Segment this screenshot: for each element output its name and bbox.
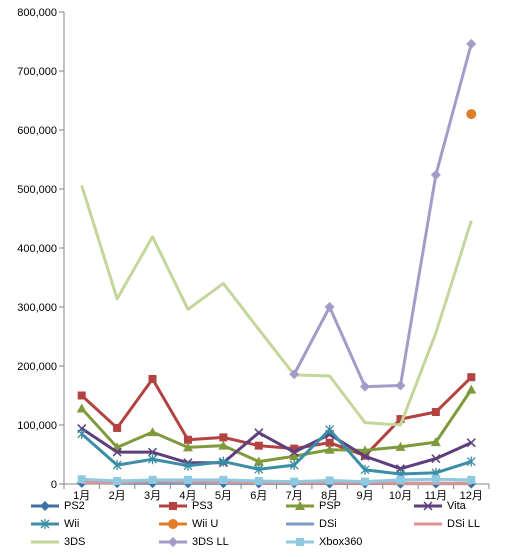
x-tick-label: 8月 [321, 490, 338, 502]
data-point-psp [289, 451, 300, 461]
data-point-wii-u [466, 109, 477, 120]
data-point-wii [183, 460, 193, 471]
data-point-wii [289, 460, 299, 471]
data-point-3ds-ll [289, 369, 300, 380]
y-tick-label: 300,000 [17, 302, 57, 314]
data-point-ps3 [219, 433, 228, 442]
chart-axes: 0 100,000 200,000 300,000 400,000 500,000 600,… [17, 7, 490, 502]
y-tick-label: 500,000 [17, 184, 57, 196]
chart-series [76, 38, 477, 489]
data-point-3ds-ll [324, 302, 335, 312]
y-tick-label: 200,000 [17, 361, 57, 373]
data-point-psp [182, 442, 193, 452]
data-point-ps3 [77, 391, 86, 400]
data-point-ps3 [431, 408, 440, 417]
data-point-wii [112, 460, 122, 471]
x-tick-label: 9月 [356, 490, 373, 502]
data-point-wii [148, 454, 158, 465]
data-point-xbox360 [361, 477, 370, 486]
series-3ds-ll [289, 38, 477, 392]
data-point-ps3 [113, 423, 122, 432]
data-point-xbox360 [219, 475, 228, 484]
data-point-xbox360 [325, 476, 334, 485]
series-psp [76, 384, 477, 466]
data-point-vita [360, 451, 370, 461]
y-tick-label: 700,000 [17, 66, 57, 78]
data-point-vita [466, 438, 476, 448]
x-tick-label: 3月 [144, 490, 161, 502]
data-point-ps3 [396, 415, 405, 424]
data-point-ps3 [467, 373, 476, 382]
data-point-psp [360, 445, 371, 455]
data-point-ps3 [325, 438, 334, 447]
series-wii-u [466, 109, 477, 120]
x-tick-label: 12月 [460, 490, 483, 502]
x-tick-label: 2月 [109, 490, 126, 502]
y-tick-label: 800,000 [17, 7, 57, 19]
data-point-xbox360 [431, 475, 440, 484]
data-point-psp [430, 437, 441, 447]
data-point-wii [254, 464, 264, 475]
data-point-vita [112, 447, 122, 457]
data-point-xbox360 [183, 475, 192, 484]
data-point-3ds-ll [466, 38, 477, 49]
x-tick-label: 1月 [73, 490, 90, 502]
data-point-vita [254, 428, 264, 438]
data-point-psp [253, 456, 264, 466]
data-point-psp [147, 427, 158, 437]
x-tick-label: 10月 [389, 490, 412, 502]
data-point-vita [148, 447, 158, 457]
x-tick-label: 7月 [286, 490, 303, 502]
data-point-3ds-ll [360, 381, 371, 392]
data-point-vita [289, 447, 299, 457]
data-point-xbox360 [396, 475, 405, 484]
x-tick-label: 6月 [250, 490, 267, 502]
data-point-psp [76, 403, 87, 413]
data-point-wii [325, 424, 335, 435]
data-point-psp [324, 444, 335, 454]
y-tick-label: 600,000 [17, 125, 57, 137]
data-point-3ds-ll [430, 169, 441, 180]
data-point-wii [218, 456, 228, 467]
series-line-wii [80, 428, 472, 476]
data-point-xbox360 [77, 475, 86, 484]
series-line-psp [80, 388, 473, 464]
data-point-xbox360 [113, 477, 122, 486]
data-point-3ds-ll [395, 380, 406, 391]
x-tick-label: 4月 [179, 490, 196, 502]
y-tick-label: 100,000 [17, 420, 57, 432]
x-tick-label: 11月 [425, 490, 447, 502]
series-line-vita [80, 427, 472, 471]
series-xbox360 [77, 475, 476, 486]
y-tick-label: 0 [51, 479, 57, 491]
data-point-ps3 [290, 444, 299, 453]
data-point-psp [395, 441, 406, 451]
data-point-ps3 [254, 441, 263, 450]
data-point-psp [466, 384, 477, 394]
data-point-wii [466, 456, 476, 467]
y-tick-label: 400,000 [17, 243, 57, 255]
data-point-xbox360 [467, 475, 476, 484]
series-line-xbox360 [81, 477, 472, 484]
series-line-3ds [80, 185, 473, 427]
data-point-wii [360, 464, 370, 475]
series-3ds [80, 185, 473, 427]
data-point-vita [431, 454, 441, 464]
data-point-ps3 [183, 435, 192, 444]
x-tick-label: 5月 [215, 490, 232, 502]
data-point-xbox360 [148, 475, 157, 484]
data-point-xbox360 [290, 477, 299, 486]
series-line-3ds-ll [292, 43, 473, 389]
data-point-xbox360 [254, 477, 263, 486]
data-point-wii [77, 428, 87, 439]
data-point-ps3 [148, 374, 157, 383]
data-point-psp [218, 440, 229, 450]
series-line-ps3 [80, 376, 473, 458]
